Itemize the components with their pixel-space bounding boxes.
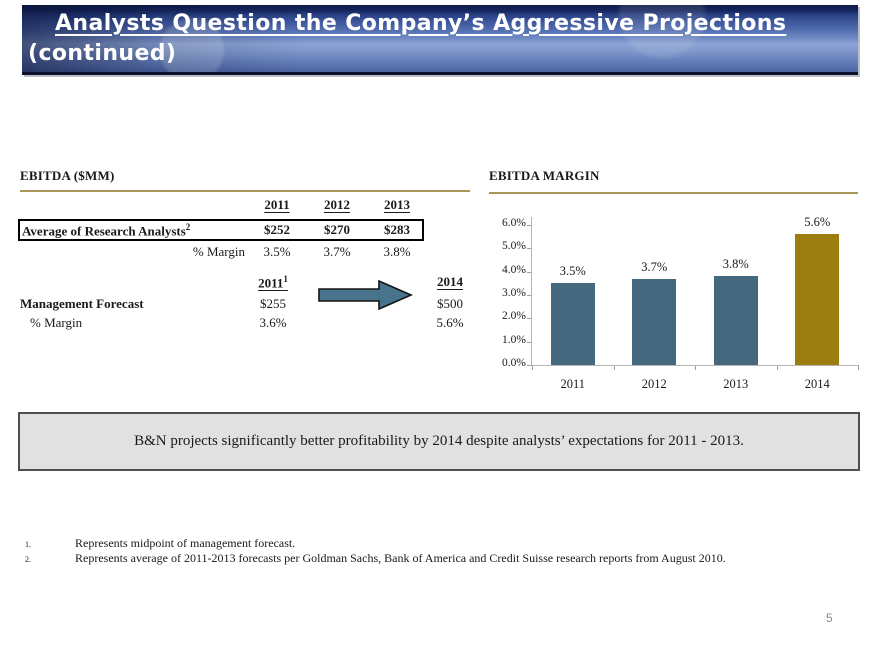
x-axis-tick-mark xyxy=(532,366,533,370)
analyst-margin-2011: 3.5% xyxy=(263,244,291,259)
y-axis-tick-label: 6.0% xyxy=(502,217,526,229)
forecast-end-year-header: 2014 xyxy=(437,274,463,289)
footnote-2-number: 2. xyxy=(25,555,31,564)
bar-value-label: 3.5% xyxy=(559,264,586,278)
footnote-1-text: Represents midpoint of management foreca… xyxy=(75,536,296,550)
forecast-start-year-text: 2011 xyxy=(258,275,284,291)
bar-value-label: 5.6% xyxy=(804,215,831,229)
y-axis-tick-label: 2.0% xyxy=(502,310,526,323)
analyst-margin-label: % Margin xyxy=(192,244,245,259)
slide-title-continued: (continued) xyxy=(28,41,177,66)
analyst-row-box xyxy=(18,219,424,241)
bar-value-label: 3.7% xyxy=(641,260,668,274)
chart-section-title: EBITDA MARGIN xyxy=(489,168,600,183)
footnote-1-number: 1. xyxy=(25,540,31,549)
forecast-start-year-footnote-ref: 1 xyxy=(283,274,288,284)
analyst-row-footnote-ref: 2 xyxy=(185,222,191,232)
analyst-value-2011: $252 xyxy=(264,222,290,237)
x-axis-tick-mark xyxy=(858,366,859,370)
y-axis-tick-label: 5.0% xyxy=(502,240,526,253)
x-axis-category-label: 2013 xyxy=(723,377,749,391)
forecast-margin-end: 5.6% xyxy=(436,315,464,330)
x-axis-category-label: 2012 xyxy=(641,377,667,391)
analyst-margin-2013: 3.8% xyxy=(383,244,411,259)
analyst-value-2013: $283 xyxy=(384,222,410,237)
ebitda-year-header-2011: 2011 xyxy=(264,197,290,212)
chart-x-axis-line xyxy=(531,365,859,366)
x-axis-category-label: 2011 xyxy=(560,377,586,391)
bar-2014 xyxy=(795,234,840,365)
ebitda-section-title: EBITDA ($MM) xyxy=(20,168,115,183)
page-number: 5 xyxy=(826,611,833,625)
y-axis-tick-label: 1.0% xyxy=(502,333,526,346)
footnote-2-text: Represents average of 2011-2013 forecast… xyxy=(75,551,726,565)
x-axis-tick-mark xyxy=(613,366,615,370)
y-axis-tick-label: 0.0% xyxy=(502,357,526,369)
slide-title-bar: Analysts Question the Company’s Aggressi… xyxy=(22,5,858,75)
bar-2013 xyxy=(713,276,758,365)
forecast-margin-label: % Margin xyxy=(30,315,83,330)
y-axis-tick-label: 3.0% xyxy=(502,287,526,299)
forecast-end-value: $500 xyxy=(437,296,463,311)
bar-2011 xyxy=(550,283,595,365)
chart-y-axis-line xyxy=(531,217,532,366)
ebitda-section-rule xyxy=(20,190,470,192)
ebitda-year-header-2013: 2013 xyxy=(384,197,410,212)
forecast-start-year-header: 20111 xyxy=(243,274,303,291)
analyst-value-2012: $270 xyxy=(324,222,350,237)
callout-text: B&N projects significantly better profit… xyxy=(134,433,744,449)
chart-section-rule xyxy=(489,192,858,194)
bar-value-label: 3.8% xyxy=(722,257,749,271)
callout-box: B&N projects significantly better profit… xyxy=(18,412,860,471)
slide-title: Analysts Question the Company’s Aggressi… xyxy=(55,11,787,36)
forecast-arrow-icon xyxy=(318,279,413,311)
forecast-start-value: $255 xyxy=(260,296,286,311)
forecast-row-label: Management Forecast xyxy=(20,296,144,311)
analyst-row-label: Average of Research Analysts2 xyxy=(22,222,190,239)
ebitda-year-header-2012: 2012 xyxy=(324,197,350,212)
x-axis-tick-mark xyxy=(695,366,696,370)
analyst-row-label-text: Average of Research Analysts xyxy=(22,223,186,239)
forecast-margin-start: 3.6% xyxy=(259,315,287,330)
x-axis-tick-mark xyxy=(776,366,778,370)
y-axis-tick-label: 4.0% xyxy=(502,263,526,276)
bar-2012 xyxy=(632,279,677,365)
x-axis-category-label: 2014 xyxy=(804,377,830,391)
analyst-margin-2012: 3.7% xyxy=(323,244,351,259)
